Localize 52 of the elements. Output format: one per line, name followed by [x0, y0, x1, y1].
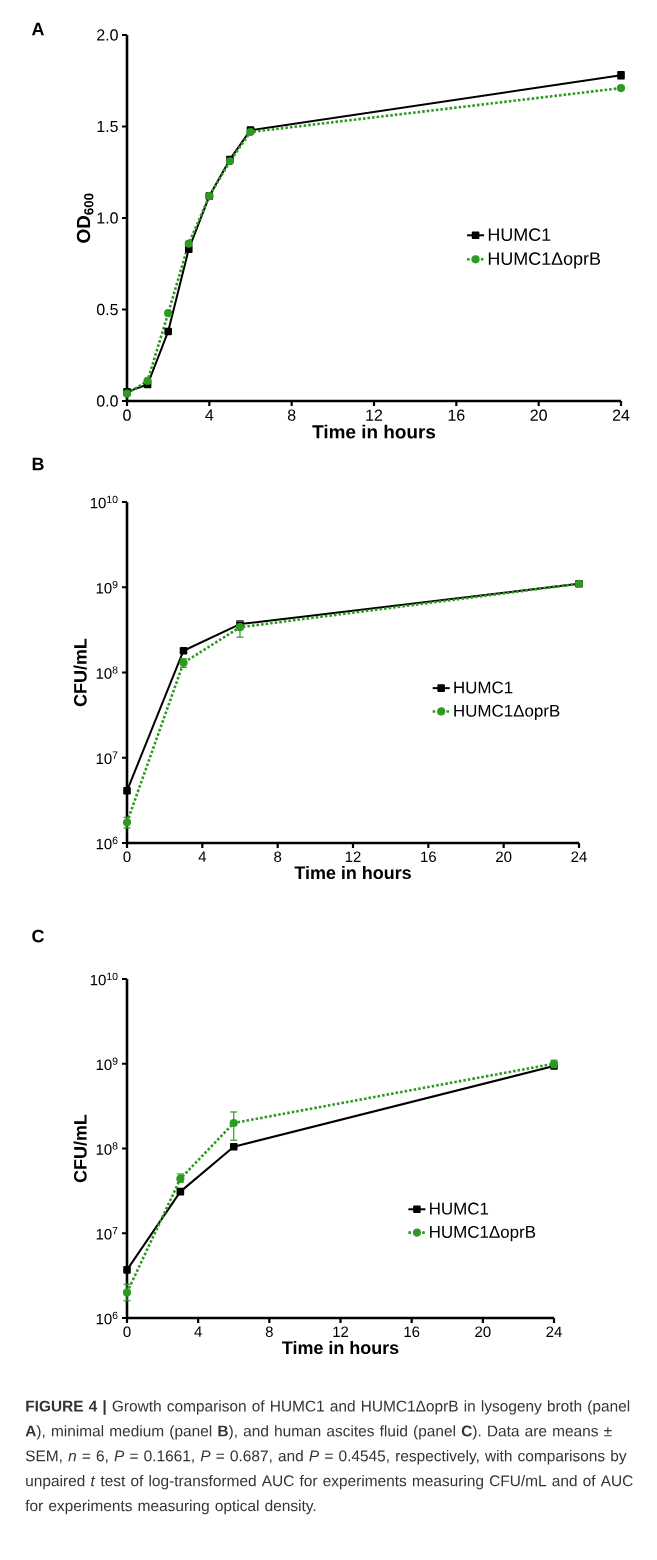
x-tick-label: 8 — [274, 851, 282, 863]
legend-label: HUMC1ΔoprB — [488, 252, 601, 269]
x-axis-title: Time in hours — [294, 865, 411, 880]
x-tick-label: 16 — [421, 851, 436, 863]
x-tick-label: 0 — [123, 409, 131, 421]
x-tick-label: 12 — [345, 851, 361, 862]
y-tick-label: 10$^{9}$ — [96, 1057, 118, 1071]
x-tick-label: 0 — [123, 851, 131, 863]
y-tick-label: 10$^{8}$ — [96, 1142, 118, 1155]
y-tick-label: 10$^{7}$ — [96, 751, 118, 765]
x-axis-title: Time in hours — [312, 424, 436, 439]
x-tick-label: 24 — [612, 409, 630, 421]
x-tick-label: 20 — [475, 1326, 491, 1338]
y-tick-label: 0.0 — [96, 395, 118, 407]
y-tick-label: 10$^{6}$ — [96, 836, 118, 850]
x-tick-label: 12 — [333, 1326, 349, 1337]
legend-label: HUMC1ΔoprB — [430, 1225, 536, 1242]
y-tick-label: 10$^{6}$ — [96, 1311, 118, 1325]
legend-label: HUMC1 — [430, 1202, 489, 1215]
x-tick-label: 16 — [404, 1326, 420, 1338]
x-tick-label: 16 — [448, 409, 465, 421]
chart-title: A — [31, 22, 44, 36]
y-tick-label: 10$^{10}$ — [90, 495, 118, 509]
x-tick-label: 0 — [123, 1326, 131, 1338]
text: FIGURE 4 | Growth comparison of HUMC1 and HUMC1ΔoprB in lysogeny broth (panel A), minimal medium (panel B), and human ascites fluid (panel C). Data are means ± SEM, n = 6, P = 0.1661, P = 0.687, and P = 0.4545, respectively, with comparisons by unpaired t test of log-transformed AUC for experiments measuring CFU/mL and of AUC for experiments measuring optical density. — [25, 1400, 633, 1515]
x-tick-label: 4 — [198, 851, 207, 862]
chart-title: B — [32, 457, 44, 471]
y-tick-label: 10$^{8}$ — [96, 666, 118, 679]
x-tick-label: 4 — [205, 409, 214, 421]
y-tick-label: 10$^{10}$ — [90, 972, 118, 986]
x-tick-label: 20 — [530, 409, 547, 421]
y-tick-label: 10$^{9}$ — [96, 580, 118, 594]
x-tick-label: 8 — [265, 1326, 273, 1338]
legend-label: HUMC1 — [488, 228, 551, 241]
chart-title: C — [32, 929, 44, 943]
x-tick-label: 8 — [287, 409, 296, 421]
y-tick-label: 10$^{7}$ — [96, 1227, 118, 1240]
x-axis-title: Time in hours — [282, 1340, 399, 1355]
y-axis-title: CFU/mL — [73, 638, 87, 707]
y-tick-label: 1.0 — [97, 212, 118, 224]
y-tick-label: 0.5 — [96, 303, 118, 316]
y-tick-label: 2.0 — [97, 29, 118, 41]
x-tick-label: 4 — [194, 1326, 202, 1337]
x-tick-label: 24 — [546, 1326, 562, 1337]
y-tick-label: 1.5 — [97, 120, 118, 133]
legend-label: HUMC1ΔoprB — [454, 704, 560, 721]
legend-label: HUMC1 — [454, 681, 513, 694]
y-axis-title: OD$_{600}$ — [76, 193, 94, 243]
x-tick-label: 20 — [496, 851, 512, 863]
y-axis-title: CFU/mL — [73, 1114, 87, 1183]
x-tick-label: 24 — [571, 851, 587, 862]
x-tick-label: 12 — [366, 409, 383, 421]
